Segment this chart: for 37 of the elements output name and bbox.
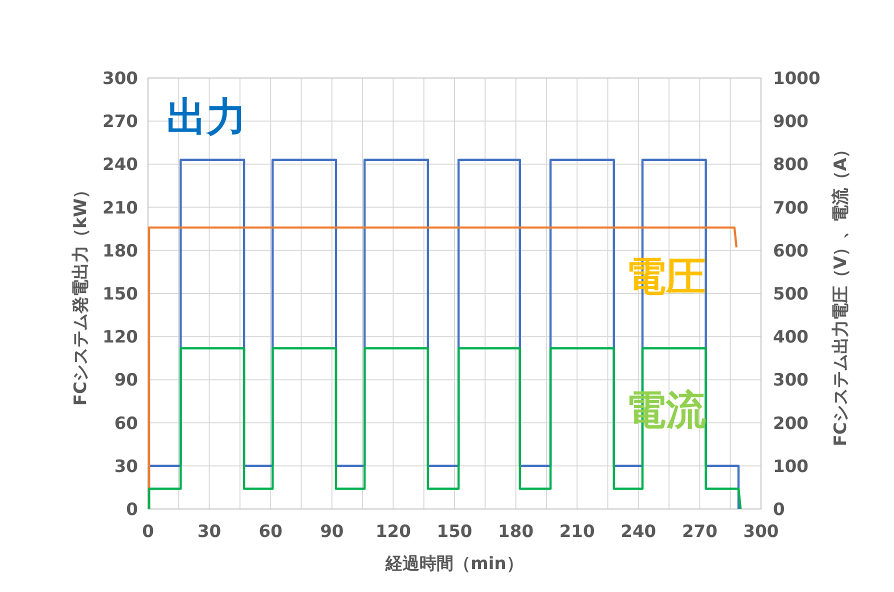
y2-axis-title: FCシステム出力電圧（V）、電流（A） bbox=[831, 140, 851, 446]
y-axis-title: FCシステム発電出力（kW） bbox=[71, 181, 91, 406]
x-tick-label: 90 bbox=[320, 522, 344, 542]
y2-tick-label: 600 bbox=[773, 241, 809, 262]
y-tick-label: 210 bbox=[102, 198, 138, 218]
y-tick-label: 150 bbox=[102, 284, 138, 304]
y-tick-label: 90 bbox=[114, 370, 138, 391]
y-tick-label: 120 bbox=[102, 328, 138, 348]
y2-tick-label: 800 bbox=[773, 155, 809, 176]
x-tick-label: 300 bbox=[743, 522, 779, 542]
y2-tick-label: 400 bbox=[773, 328, 809, 348]
series-label: 出力 bbox=[166, 94, 246, 140]
y2-tick-label: 700 bbox=[773, 198, 809, 218]
y2-tick-label: 100 bbox=[773, 456, 809, 477]
y-tick-label: 240 bbox=[102, 155, 138, 176]
x-tick-label: 270 bbox=[682, 522, 718, 542]
y2-tick-label: 1000 bbox=[773, 69, 820, 89]
x-tick-label: 240 bbox=[620, 522, 656, 542]
y2-tick-label: 900 bbox=[773, 112, 809, 132]
x-tick-label: 210 bbox=[559, 522, 596, 542]
x-tick-label: 0 bbox=[142, 522, 154, 542]
y-tick-label: 30 bbox=[114, 456, 138, 477]
y2-tick-label: 0 bbox=[773, 500, 785, 520]
y2-tick-label: 300 bbox=[773, 370, 809, 391]
x-tick-label: 60 bbox=[258, 522, 283, 542]
x-tick-label: 180 bbox=[498, 522, 534, 542]
x-tick-label: 30 bbox=[197, 522, 222, 542]
y-tick-label: 0 bbox=[126, 500, 138, 520]
x-tick-label: 120 bbox=[375, 522, 412, 542]
y-tick-label: 270 bbox=[102, 112, 138, 132]
x-tick-label: 150 bbox=[436, 522, 472, 542]
y2-tick-label: 500 bbox=[773, 284, 809, 304]
y-tick-label: 60 bbox=[114, 414, 138, 434]
y-tick-label: 300 bbox=[102, 69, 138, 89]
y-tick-label: 180 bbox=[102, 241, 138, 262]
x-axis-title: 経過時間（min） bbox=[384, 554, 524, 574]
y2-tick-label: 200 bbox=[773, 414, 809, 434]
